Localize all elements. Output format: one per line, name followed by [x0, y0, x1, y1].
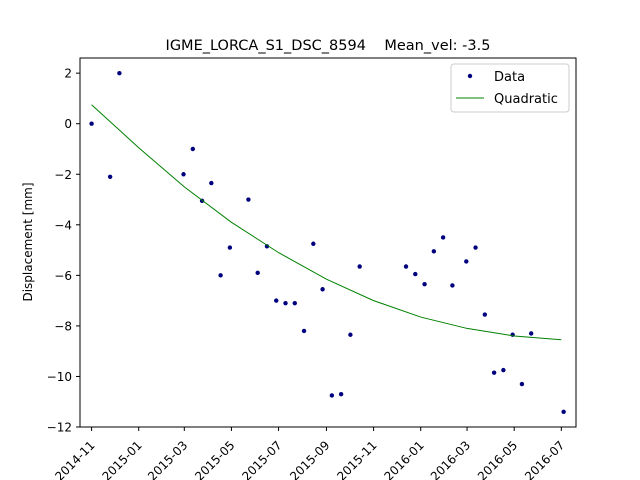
y-tick-label: −10 — [47, 370, 72, 384]
data-point — [329, 393, 335, 398]
data-point — [89, 121, 94, 126]
data-point — [107, 174, 113, 179]
y-tick-label: −4 — [54, 218, 72, 232]
y-tick-label: 2 — [64, 67, 72, 81]
data-point — [274, 298, 279, 303]
data-point — [181, 172, 186, 177]
data-point — [422, 282, 427, 287]
legend-label-quadratic: Quadratic — [494, 92, 558, 107]
series-line-quadratic — [91, 104, 562, 341]
legend-box — [450, 63, 570, 113]
data-point — [413, 271, 418, 277]
data-point — [357, 264, 362, 269]
data-point — [301, 328, 307, 334]
y-axis-label: Displacement [mm] — [21, 182, 35, 301]
data-point — [264, 244, 270, 249]
data-point — [440, 235, 446, 240]
data-point — [450, 283, 455, 288]
data-point — [501, 367, 506, 373]
data-point — [348, 332, 353, 337]
y-tick-label: −6 — [54, 269, 72, 283]
legend-label-data: Data — [494, 70, 525, 85]
y-tick-label: −12 — [47, 421, 72, 435]
data-point — [218, 273, 223, 278]
legend: Data Quadratic — [450, 63, 570, 113]
y-tick-label: −2 — [54, 168, 72, 182]
y-tick-label: −8 — [54, 319, 72, 333]
data-point — [528, 331, 534, 336]
data-point — [246, 197, 251, 202]
data-point — [283, 300, 288, 306]
data-point — [320, 287, 325, 292]
data-point — [255, 270, 260, 276]
data-point — [403, 264, 409, 269]
data-point — [209, 180, 214, 186]
data-point — [491, 370, 497, 375]
data-point — [431, 249, 437, 254]
data-point — [473, 245, 478, 250]
y-tick-label: 0 — [64, 117, 72, 131]
data-point — [292, 300, 297, 306]
data-point — [482, 312, 488, 317]
data-point — [227, 245, 233, 250]
chart-title: IGME_LORCA_S1_DSC_8594 Mean_vel: -3.5 — [166, 38, 491, 54]
plot-area — [89, 70, 566, 415]
axes-frame — [79, 57, 577, 428]
data-point — [190, 146, 195, 152]
data-point — [519, 381, 525, 387]
legend-data-marker — [467, 73, 473, 79]
data-point — [464, 259, 469, 264]
data-point — [561, 409, 566, 415]
data-point — [311, 241, 316, 246]
data-point — [338, 391, 344, 397]
data-point — [117, 70, 122, 76]
y-axis: 2 0 −2 −4 −6 −8 −10 −12 — [47, 67, 80, 435]
